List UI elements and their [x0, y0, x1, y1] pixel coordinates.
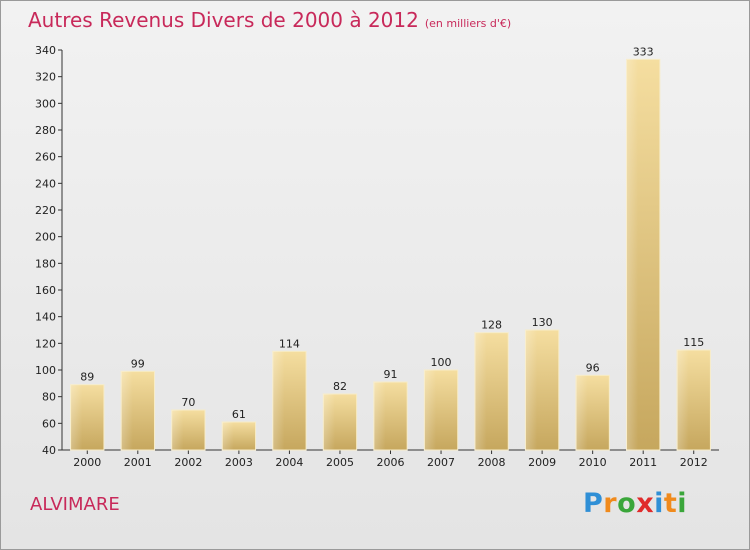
- x-tick-label: 2004: [275, 456, 303, 469]
- y-tick-label: 80: [42, 391, 56, 404]
- y-tick-label: 320: [35, 71, 56, 84]
- y-tick-label: 60: [42, 417, 56, 430]
- logo-letter: o: [617, 488, 637, 519]
- bar-highlight: [171, 410, 184, 450]
- bar-highlight: [575, 375, 588, 450]
- y-tick-label: 220: [35, 204, 56, 217]
- y-tick-label: 120: [35, 337, 56, 350]
- bar-highlight: [222, 422, 234, 450]
- logo-letter: x: [636, 488, 655, 519]
- logo-letter: P: [583, 488, 604, 519]
- bar-value-label: 333: [633, 45, 654, 58]
- x-tick-label: 2007: [427, 456, 455, 469]
- x-tick-label: 2002: [174, 456, 202, 469]
- bar-highlight: [424, 370, 437, 450]
- bar-highlight: [121, 371, 133, 450]
- y-tick-label: 140: [35, 311, 56, 324]
- bar-value-label: 61: [232, 408, 246, 421]
- bar-value-label: 82: [333, 380, 347, 393]
- bar-value-label: 114: [279, 337, 300, 350]
- x-tick-label: 2011: [629, 456, 657, 469]
- chart-title: Autres Revenus Divers de 2000 à 2012 (en …: [28, 8, 511, 32]
- chart-subtitle: (en milliers d'€): [424, 17, 512, 30]
- bar-value-label: 100: [431, 356, 452, 369]
- bar-value-label: 115: [683, 336, 704, 349]
- bar-value-label: 130: [532, 316, 553, 329]
- x-tick-label: 2001: [124, 456, 152, 469]
- proxiti-logo: Proxiti: [583, 488, 687, 519]
- place-name: ALVIMARE: [30, 494, 120, 515]
- y-tick-label: 200: [35, 231, 56, 244]
- logo-letter: r: [603, 488, 618, 519]
- y-tick-label: 160: [35, 284, 56, 297]
- y-tick-label: 180: [35, 257, 56, 270]
- bar-value-label: 91: [384, 368, 398, 381]
- bar-value-label: 96: [586, 361, 600, 374]
- bar-value-label: 128: [481, 319, 502, 332]
- logo-letter: i: [654, 488, 664, 519]
- y-tick-label: 260: [35, 151, 56, 164]
- x-tick-label: 2012: [680, 456, 708, 469]
- y-tick-label: 280: [35, 124, 56, 137]
- bar-highlight: [323, 394, 335, 450]
- bar-value-label: 70: [181, 396, 195, 409]
- y-tick-label: 240: [35, 177, 56, 190]
- bar-highlight: [474, 332, 487, 450]
- x-tick-label: 2009: [528, 456, 556, 469]
- y-tick-label: 40: [42, 444, 56, 457]
- y-tick-label: 300: [35, 97, 56, 110]
- x-tick-label: 2006: [377, 456, 405, 469]
- logo-letter: i: [677, 488, 688, 519]
- bar-value-label: 99: [131, 357, 145, 370]
- x-tick-label: 2010: [579, 456, 607, 469]
- x-tick-label: 2008: [478, 456, 506, 469]
- bar-highlight: [70, 384, 83, 450]
- bar-highlight: [525, 330, 538, 450]
- x-tick-label: 2000: [73, 456, 101, 469]
- x-tick-label: 2003: [225, 456, 253, 469]
- logo-letter: t: [663, 488, 678, 519]
- x-tick-label: 2005: [326, 456, 354, 469]
- bar-highlight: [373, 382, 386, 450]
- bar-highlight: [272, 351, 285, 450]
- bar-highlight: [677, 350, 689, 450]
- y-tick-label: 340: [35, 44, 56, 57]
- chart-data-labels: 89 99 70 61 114 82 91 100 128 130 96 333 115: [80, 45, 704, 421]
- chart-bars: [70, 58, 711, 451]
- y-tick-label: 100: [35, 364, 56, 377]
- chart-title-main: Autres Revenus Divers de 2000 à 2012: [28, 8, 419, 32]
- bar-value-label: 89: [80, 371, 94, 384]
- bar-highlight: [626, 59, 639, 450]
